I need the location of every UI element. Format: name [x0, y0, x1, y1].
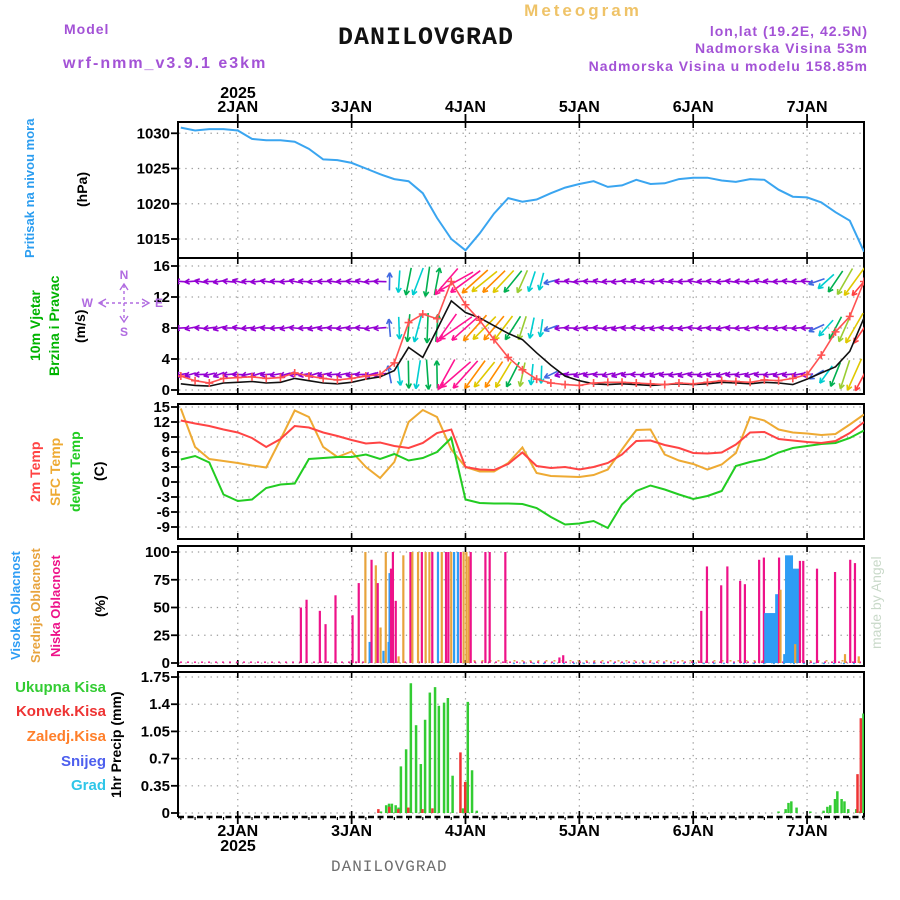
svg-text:1025: 1025 [137, 161, 170, 178]
svg-text:3JAN: 3JAN [331, 99, 372, 116]
wind-axis-label-2: Brzina i Pravac [46, 275, 62, 377]
year-label-bottom: 2025 [220, 838, 256, 855]
svg-text:6JAN: 6JAN [673, 823, 714, 840]
svg-text:1015: 1015 [137, 231, 170, 248]
svg-text:-9: -9 [157, 519, 170, 536]
wind-axis-label-1: 10m Vjetar [27, 290, 43, 362]
svg-text:7JAN: 7JAN [787, 823, 828, 840]
compass-icon: N S W E [82, 268, 163, 339]
cloud-unit-label: (%) [92, 595, 108, 617]
svg-text:4JAN: 4JAN [445, 823, 486, 840]
svg-text:1.75: 1.75 [141, 669, 170, 686]
svg-text:5JAN: 5JAN [559, 823, 600, 840]
model-label: Model [64, 21, 110, 37]
time-axis: 2JAN 2JAN 3JAN 3JAN 4JAN 4JAN 5JAN 5JAN 6JAN 6JAN… [180, 99, 865, 840]
svg-text:1030: 1030 [137, 125, 170, 142]
precip-series [377, 683, 864, 813]
temp-sfc-label: SFC Temp [47, 437, 63, 506]
station-title: DANILOVGRAD [337, 23, 515, 52]
svg-text:15: 15 [153, 399, 170, 416]
precip-hail-label: Grad [70, 777, 106, 794]
svg-text:3JAN: 3JAN [331, 823, 372, 840]
model-name: wrf-nmm_v3.9.1 e3km [63, 55, 268, 72]
svg-text:0: 0 [162, 474, 170, 491]
svg-text:1.05: 1.05 [141, 723, 170, 740]
temperature-series [179, 408, 864, 530]
cloud-series [180, 552, 862, 665]
temp-dewpt-label: dewpt Temp [67, 431, 83, 512]
station-elevation-label: Nadmorska Visina 53m [694, 40, 868, 56]
cloud-low-label: Niska Oblacnost [48, 555, 63, 657]
svg-text:N: N [120, 268, 129, 282]
svg-text:12: 12 [153, 414, 170, 431]
pressure-axis-label: Pritisak na nivou mora [22, 118, 37, 258]
svg-text:5JAN: 5JAN [559, 99, 600, 116]
pressure-unit-label: (hPa) [74, 172, 90, 208]
svg-text:100: 100 [145, 544, 170, 561]
wind-unit-label: (m/s) [72, 309, 88, 343]
svg-text:50: 50 [153, 600, 170, 617]
temp-2m-label: 2m Temp [27, 441, 43, 502]
precip-frozen-label: Zaledj.Kisa [26, 728, 106, 745]
svg-text:0: 0 [162, 655, 170, 672]
precip-unit-label: 1hr Precip (mm) [108, 691, 124, 798]
pressure-series [180, 126, 864, 253]
svg-text:1020: 1020 [137, 196, 170, 213]
svg-text:0: 0 [162, 805, 170, 822]
precip-snow-label: Snijeg [60, 753, 106, 770]
temp-unit-label: (C) [91, 461, 107, 482]
svg-text:6JAN: 6JAN [673, 99, 714, 116]
svg-text:S: S [120, 325, 128, 339]
svg-text:0: 0 [162, 382, 170, 399]
svg-text:12: 12 [153, 289, 170, 306]
wind-series [178, 266, 864, 392]
footer-station-name: DANILOVGRAD [331, 858, 448, 876]
svg-text:W: W [82, 296, 94, 310]
cloud-mid-label: Srednja Oblacnost [28, 548, 43, 664]
svg-text:16: 16 [153, 258, 170, 275]
svg-text:6: 6 [162, 444, 170, 461]
year-label-top: 2025 [220, 85, 256, 102]
svg-text:2JAN: 2JAN [217, 99, 258, 116]
svg-text:75: 75 [153, 572, 170, 589]
svg-text:-6: -6 [157, 504, 170, 521]
svg-text:1.4: 1.4 [149, 696, 171, 713]
precip-convective-label: Konvek.Kisa [15, 703, 106, 720]
page-title: Meteogram [524, 1, 642, 20]
precip-total-label: Ukupna Kisa [15, 679, 106, 696]
watermark: made by Angel [868, 556, 884, 650]
model-elevation-label: Nadmorska Visina u modelu 158.85m [588, 58, 868, 74]
svg-text:0.35: 0.35 [141, 778, 170, 795]
pres-panel: 1030 1025 1020 1015 [137, 121, 865, 259]
svg-text:4: 4 [162, 351, 171, 368]
svg-text:-3: -3 [157, 489, 170, 506]
prec-panel: 1.75 1.4 1.05 0.7 0.35 0 [141, 669, 865, 822]
svg-text:7JAN: 7JAN [787, 99, 828, 116]
svg-text:8: 8 [162, 320, 170, 337]
svg-text:9: 9 [162, 429, 170, 446]
svg-text:2JAN: 2JAN [217, 823, 258, 840]
svg-text:E: E [155, 296, 163, 310]
svg-text:0.7: 0.7 [149, 751, 170, 768]
svg-text:3: 3 [162, 459, 170, 476]
svg-text:25: 25 [153, 627, 170, 644]
cloud-high-label: Visoka Oblacnost [8, 551, 23, 661]
svg-text:4JAN: 4JAN [445, 99, 486, 116]
lonlat-label: lon,lat (19.2E, 42.5N) [709, 23, 868, 39]
